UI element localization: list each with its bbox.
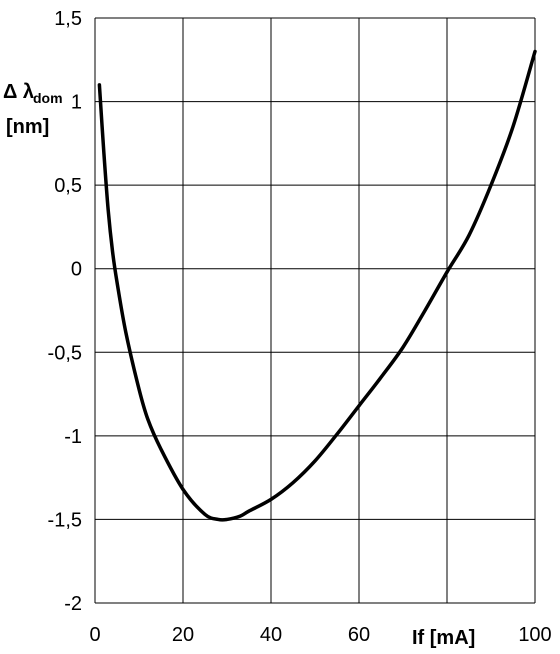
x-tick-label: 100 (518, 624, 551, 646)
y-tick-label: -0,5 (48, 342, 82, 364)
x-axis-label-backdrop (406, 622, 492, 648)
y-axis-label-symbol: Δ λ (3, 81, 34, 103)
x-tick-label: 20 (172, 624, 194, 646)
x-axis-label: If [mA] (412, 627, 475, 649)
grid (94, 17, 536, 604)
y-tick-label: 0,5 (54, 175, 82, 197)
series (97, 49, 537, 522)
y-tick-label: 1 (71, 92, 82, 114)
y-axis-label-subscript: dom (33, 90, 63, 106)
axis-labels: Δ λ dom [nm] If [mA] (3, 81, 492, 649)
x-tick-label: 0 (89, 624, 100, 646)
y-tick-label: -1 (64, 426, 82, 448)
y-axis-label-unit: [nm] (6, 116, 49, 138)
y-tick-label: 0 (71, 259, 82, 281)
y-tick-label: 1,5 (54, 8, 82, 30)
y-tick-label: -2 (64, 593, 82, 615)
series-line (97, 49, 537, 522)
x-tick-label: 60 (348, 624, 370, 646)
y-tick-label: -1,5 (48, 509, 82, 531)
x-tick-label: 40 (260, 624, 282, 646)
tick-labels: 0204060801001,510,50-0,5-1-1,5-2 (48, 8, 552, 646)
